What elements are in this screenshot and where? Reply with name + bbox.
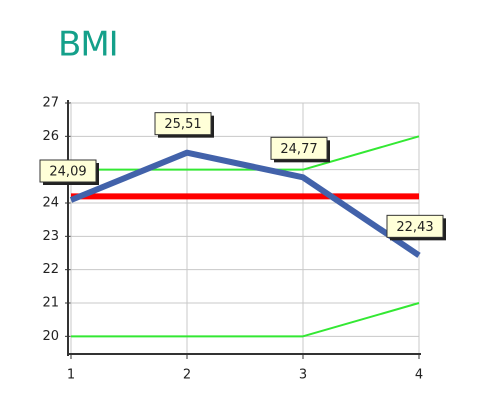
series-line	[69, 149, 421, 258]
y-tick-label: 24	[42, 196, 59, 211]
y-tick-label: 22	[42, 262, 59, 277]
series-line	[71, 135, 420, 171]
label-box	[270, 136, 328, 160]
y-tick-label: 26	[42, 129, 59, 144]
x-tick-label: 3	[299, 368, 307, 383]
x-tick-label: 2	[183, 368, 191, 383]
label-box	[154, 112, 212, 136]
label-box	[386, 214, 444, 238]
label-box	[39, 159, 97, 183]
data-label: 22,43	[396, 220, 433, 235]
y-tick-label: 21	[42, 296, 59, 311]
y-tick-label: 27	[42, 96, 59, 111]
data-label: 24,77	[280, 142, 317, 157]
data-label: 25,51	[164, 117, 201, 132]
series-line	[71, 302, 420, 338]
chart-title: BMI	[58, 25, 118, 65]
y-tick-label: 20	[42, 329, 59, 344]
x-tick-label: 1	[67, 368, 75, 383]
y-tick-label: 23	[42, 229, 59, 244]
x-tick-label: 4	[415, 368, 423, 383]
data-label: 24,09	[49, 165, 86, 180]
